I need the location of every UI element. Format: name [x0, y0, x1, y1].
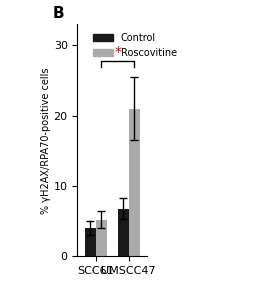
Text: *: *	[114, 45, 121, 59]
Bar	[85, 228, 96, 256]
Bar	[129, 109, 140, 256]
Y-axis label: % γH2AX/RPA70-positive cells: % γH2AX/RPA70-positive cells	[41, 67, 51, 214]
Bar	[96, 220, 107, 256]
Text: B: B	[53, 6, 65, 21]
Bar	[118, 209, 129, 256]
Legend: Control, Roscovitine: Control, Roscovitine	[89, 29, 180, 62]
